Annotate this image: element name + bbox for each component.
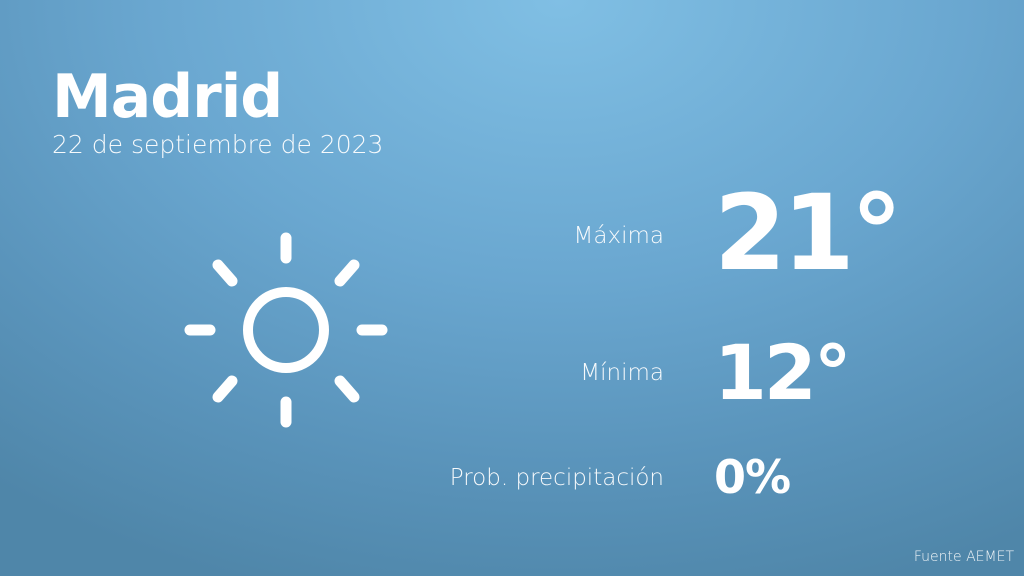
sun-icon	[184, 232, 388, 428]
precip-prob-label: Prob. precipitación	[449, 465, 664, 491]
min-temp-value: 12°	[714, 328, 852, 417]
max-temp-value: 21°	[714, 172, 903, 294]
precip-prob-value: 0%	[714, 450, 791, 504]
city-title: Madrid	[52, 62, 283, 132]
source-credit: Fuente AEMET	[913, 549, 1014, 565]
forecast-date: 22 de septiembre de 2023	[52, 130, 384, 159]
max-temp-label: Máxima	[573, 223, 664, 249]
min-temp-label: Mínima	[580, 360, 664, 386]
